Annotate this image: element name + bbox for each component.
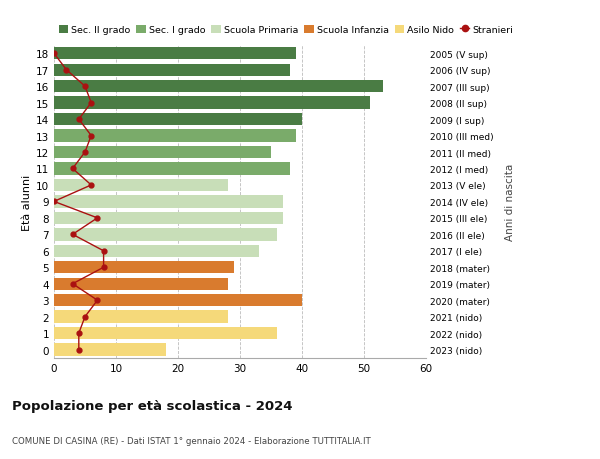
Bar (54, 179, 227, 192)
Bar (54, 130, 296, 142)
Bar (54, 229, 277, 241)
Bar (54, 212, 283, 224)
Bar (54, 48, 296, 60)
Y-axis label: Età alunni: Età alunni (22, 174, 32, 230)
Bar (54, 278, 227, 290)
Bar (54, 114, 302, 126)
Bar (54, 64, 290, 77)
Bar (54, 294, 302, 307)
Bar (54, 344, 166, 356)
Text: COMUNE DI CASINA (RE) - Dati ISTAT 1° gennaio 2024 - Elaborazione TUTTITALIA.IT: COMUNE DI CASINA (RE) - Dati ISTAT 1° ge… (12, 436, 371, 445)
Bar (54, 196, 283, 208)
Text: Popolazione per età scolastica - 2024: Popolazione per età scolastica - 2024 (12, 399, 293, 412)
Bar (54, 163, 290, 175)
Bar (54, 146, 271, 159)
Y-axis label: Anni di nascita: Anni di nascita (505, 163, 515, 241)
Bar (54, 97, 370, 110)
Bar (54, 262, 234, 274)
Bar (54, 245, 259, 257)
Bar (54, 311, 227, 323)
Legend: Sec. II grado, Sec. I grado, Scuola Primaria, Scuola Infanzia, Asilo Nido, Stran: Sec. II grado, Sec. I grado, Scuola Prim… (59, 26, 514, 35)
Bar (54, 327, 277, 340)
Bar (54, 81, 383, 93)
